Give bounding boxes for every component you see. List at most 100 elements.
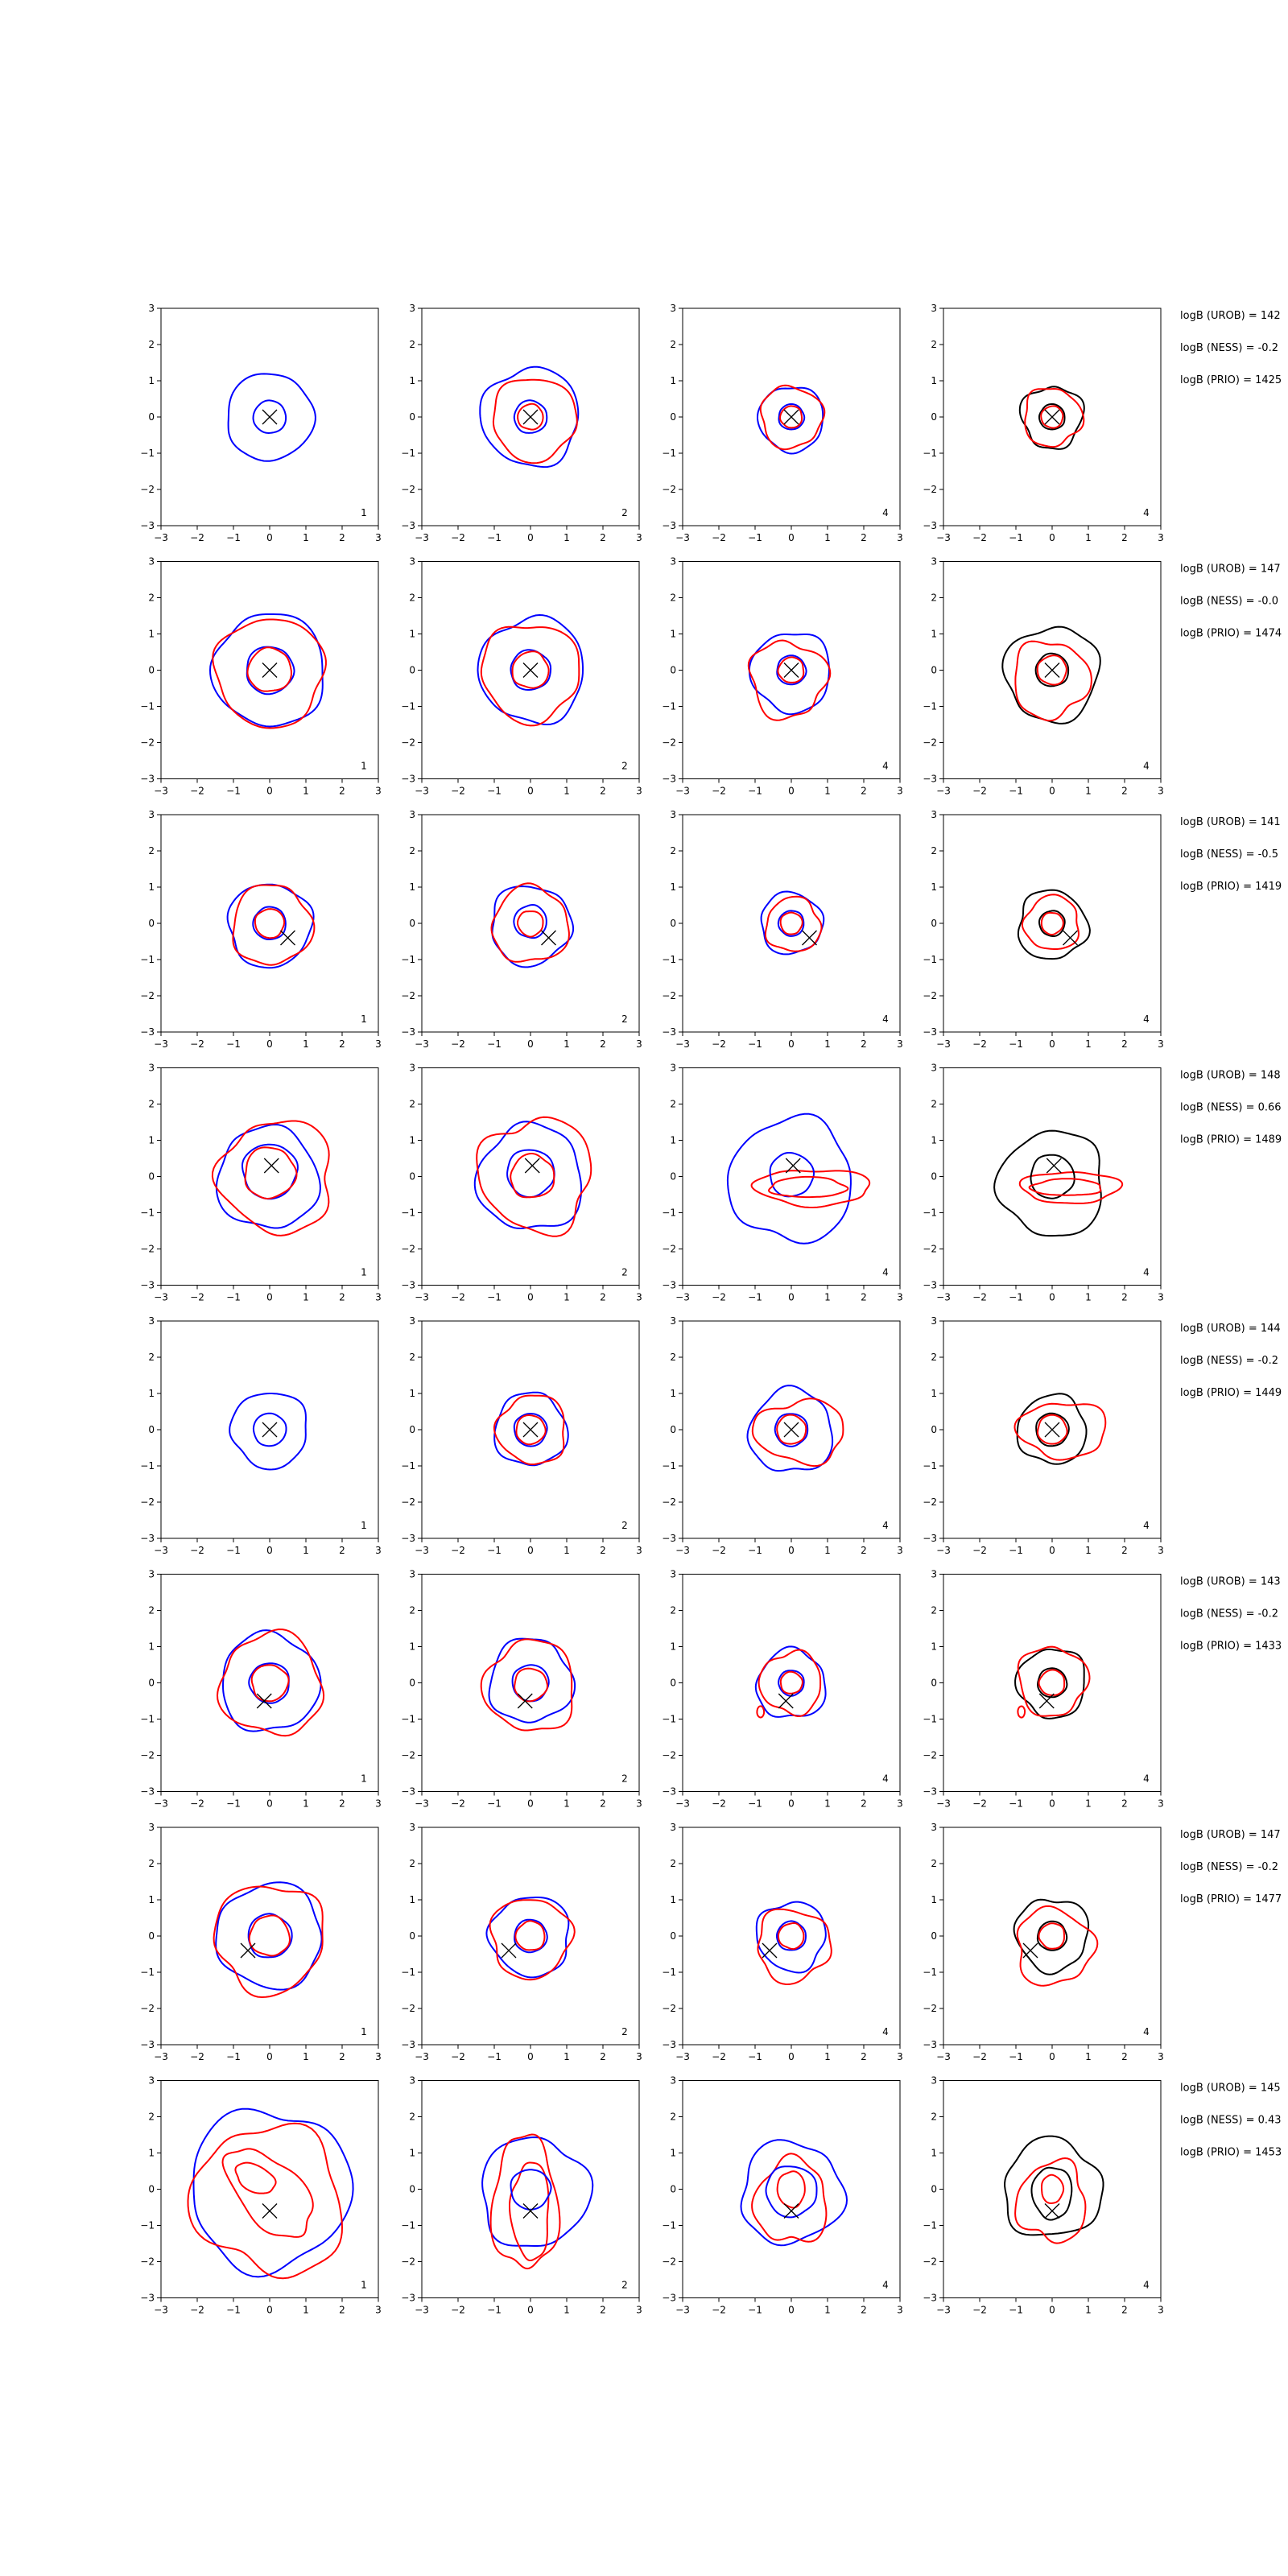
panel-row: −3 −2 −1 0 1 2 3 −3 −2 −1 0 1 2 3 1 −3 −2 −1 0 1 2 3 −3 −2 −1 0 1 2… — [140, 1063, 1282, 1303]
x-tick-label: 2 — [861, 532, 867, 543]
y-tick-label: 2 — [148, 592, 155, 604]
y-tick-label: 1 — [409, 1388, 415, 1399]
x-tick-label: 1 — [1085, 1292, 1092, 1303]
y-tick-label: −2 — [923, 737, 937, 749]
contour-panel: −3 −2 −1 0 1 2 3 −3 −2 −1 0 1 2 3 1 — [140, 303, 382, 543]
contour-panel: −3 −2 −1 0 1 2 3 −3 −2 −1 0 1 2 3 1 — [140, 556, 382, 797]
x-tick-label: 2 — [861, 1798, 867, 1810]
contour-line-red — [480, 1638, 573, 1732]
x-tick-label: −2 — [190, 2305, 204, 2316]
contour-line-blue — [757, 386, 824, 455]
panel-label: 4 — [882, 761, 889, 772]
contour-panel: −3 −2 −1 0 1 2 3 −3 −2 −1 0 1 2 3 1 — [140, 1822, 382, 2062]
x-tick-label: −2 — [190, 1292, 204, 1303]
contour-line-red — [480, 625, 580, 727]
contour-line-red — [510, 1153, 555, 1199]
contour-panel: −3 −2 −1 0 1 2 3 −3 −2 −1 0 1 2 3 1 — [140, 1063, 382, 1303]
y-tick-label: −1 — [140, 448, 155, 459]
y-tick-label: 1 — [409, 881, 415, 893]
y-tick-label: −3 — [662, 520, 676, 531]
y-tick-label: −3 — [401, 774, 415, 785]
contour-line-blue — [746, 1385, 834, 1472]
x-tick-label: 1 — [303, 1292, 309, 1303]
contour-line-red — [232, 884, 316, 966]
y-tick-label: −1 — [140, 1714, 155, 1725]
x-tick-label: −2 — [972, 786, 987, 797]
contour-line-blue — [226, 883, 315, 969]
contour-line-blue — [765, 2165, 818, 2219]
x-tick-label: −1 — [487, 1038, 502, 1050]
x-tick-label: 3 — [1158, 1038, 1164, 1050]
y-tick-label: 1 — [670, 2148, 676, 2159]
axes-frame — [421, 1574, 640, 1792]
y-tick-label: −1 — [140, 1967, 155, 1978]
contour-line-red — [1037, 1414, 1068, 1445]
panel-label: 1 — [361, 1773, 367, 1785]
x-marker — [1044, 663, 1060, 678]
x-tick-label: 1 — [564, 1292, 570, 1303]
x-tick-label: 3 — [897, 1545, 903, 1556]
logb-annotation: logB (NESS) = -0.0 — [1180, 596, 1278, 608]
x-tick-label: −3 — [154, 1038, 168, 1050]
logb-annotation: logB (UROB) = 144 — [1180, 1323, 1281, 1335]
contour-line-red — [750, 1170, 871, 1208]
x-tick-label: 0 — [266, 1798, 273, 1810]
contour-line-blue — [252, 399, 287, 434]
x-tick-label: −3 — [154, 2305, 168, 2316]
y-tick-label: 1 — [670, 1641, 676, 1653]
x-tick-label: −2 — [712, 1798, 726, 1810]
axes-frame — [943, 814, 1162, 1033]
y-tick-label: 1 — [670, 1135, 676, 1146]
x-tick-label: −2 — [451, 1798, 465, 1810]
x-tick-label: −1 — [1009, 532, 1023, 543]
x-tick-label: 2 — [600, 1545, 606, 1556]
x-tick-label: −2 — [972, 2305, 987, 2316]
y-tick-label: 0 — [409, 1424, 415, 1435]
y-tick-label: −2 — [662, 2256, 676, 2268]
logb-annotation: logB (PRIO) = 1433 — [1180, 1641, 1282, 1653]
y-tick-label: −1 — [401, 1208, 415, 1219]
x-tick-label: 3 — [1158, 532, 1164, 543]
x-tick-label: 0 — [527, 786, 534, 797]
y-tick-label: −2 — [923, 1496, 937, 1508]
contour-group — [746, 1385, 844, 1472]
panel-label: 2 — [621, 507, 628, 518]
contour-line-red — [213, 1885, 324, 1998]
y-tick-label: −3 — [662, 2293, 676, 2304]
y-tick-label: 0 — [670, 1678, 676, 1689]
y-tick-label: −1 — [662, 1714, 676, 1725]
contour-line-red — [758, 1649, 822, 1717]
contour-line-red — [254, 908, 286, 939]
contour-line-red — [1038, 1922, 1065, 1950]
contour-group — [213, 1881, 324, 1998]
axes-frame — [943, 1574, 1162, 1792]
x-tick-label: 1 — [1085, 1798, 1092, 1810]
contour-line-red — [777, 1922, 805, 1951]
y-tick-label: −1 — [401, 954, 415, 965]
y-tick-label: −3 — [662, 1533, 676, 1544]
x-tick-label: −2 — [712, 2305, 726, 2316]
contour-group — [993, 1129, 1124, 1237]
x-tick-label: 2 — [339, 786, 345, 797]
y-tick-label: −2 — [140, 990, 155, 1001]
y-tick-label: 0 — [409, 1678, 415, 1689]
x-tick-label: 1 — [564, 1545, 570, 1556]
x-tick-label: 2 — [1121, 1545, 1128, 1556]
y-tick-label: −3 — [401, 1786, 415, 1798]
panel-row: −3 −2 −1 0 1 2 3 −3 −2 −1 0 1 2 3 1 −3 −2 −1 0 1 2 3 −3 −2 −1 0 1 2… — [140, 1315, 1282, 1556]
x-tick-label: 3 — [636, 1545, 642, 1556]
y-tick-label: −2 — [662, 737, 676, 749]
y-tick-label: 2 — [148, 339, 155, 350]
axes-frame — [421, 814, 640, 1033]
y-tick-label: 3 — [931, 2075, 937, 2087]
y-tick-label: 3 — [148, 1315, 155, 1327]
y-tick-label: −2 — [140, 2003, 155, 2014]
panel-label: 4 — [1143, 1267, 1150, 1278]
y-tick-label: −2 — [140, 737, 155, 749]
x-tick-label: 2 — [1121, 1292, 1128, 1303]
contour-line-blue — [252, 906, 287, 940]
x-tick-label: 3 — [636, 2305, 642, 2316]
y-tick-label: 3 — [409, 556, 415, 568]
x-tick-label: −3 — [675, 1292, 690, 1303]
axes-frame — [160, 814, 379, 1033]
